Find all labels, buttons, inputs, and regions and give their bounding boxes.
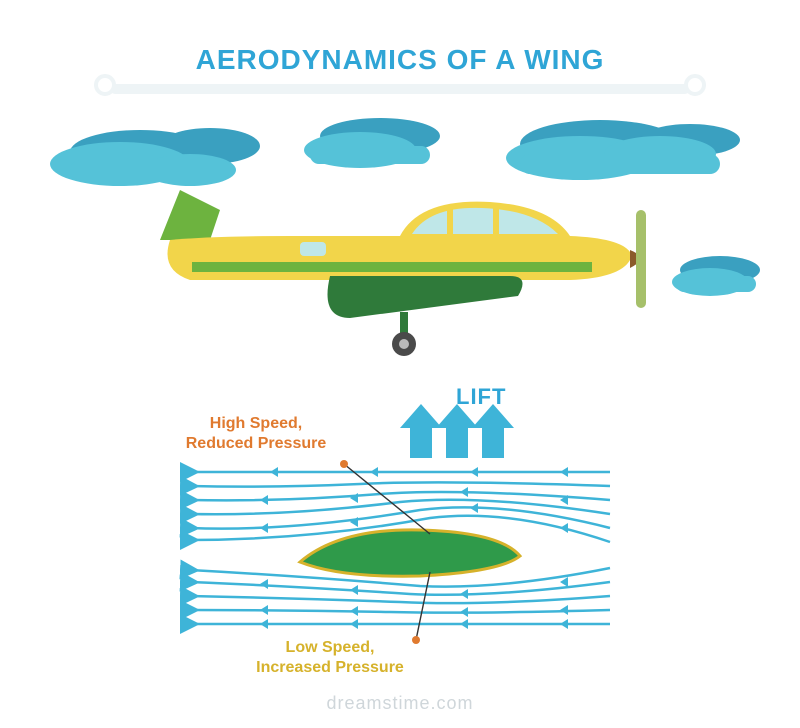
low-speed-label: Low Speed, Increased Pressure [230,638,430,678]
airfoil-diagram: LIFT High Speed, Reduced Pressure Low Sp… [140,380,660,680]
infographic-root: AERODYNAMICS OF A WING [0,0,800,728]
airfoil-shape [300,530,520,576]
page-title: AERODYNAMICS OF A WING [188,44,613,76]
banner-scroll-left [94,74,116,96]
banner-scroll-right [684,74,706,96]
banner-ribbon [110,84,690,94]
title-banner: AERODYNAMICS OF A WING [120,44,680,76]
watermark: dreamstime.com [0,693,800,714]
lift-label: LIFT [456,384,506,410]
lift-arrows [400,404,514,458]
plane-scene [0,110,800,370]
low-line1: Low Speed, [286,639,375,656]
high-line2: Reduced Pressure [186,435,327,452]
airplane-icon [160,190,646,356]
low-line2: Increased Pressure [256,659,404,676]
high-speed-label: High Speed, Reduced Pressure [166,414,346,454]
high-line1: High Speed, [210,415,302,432]
